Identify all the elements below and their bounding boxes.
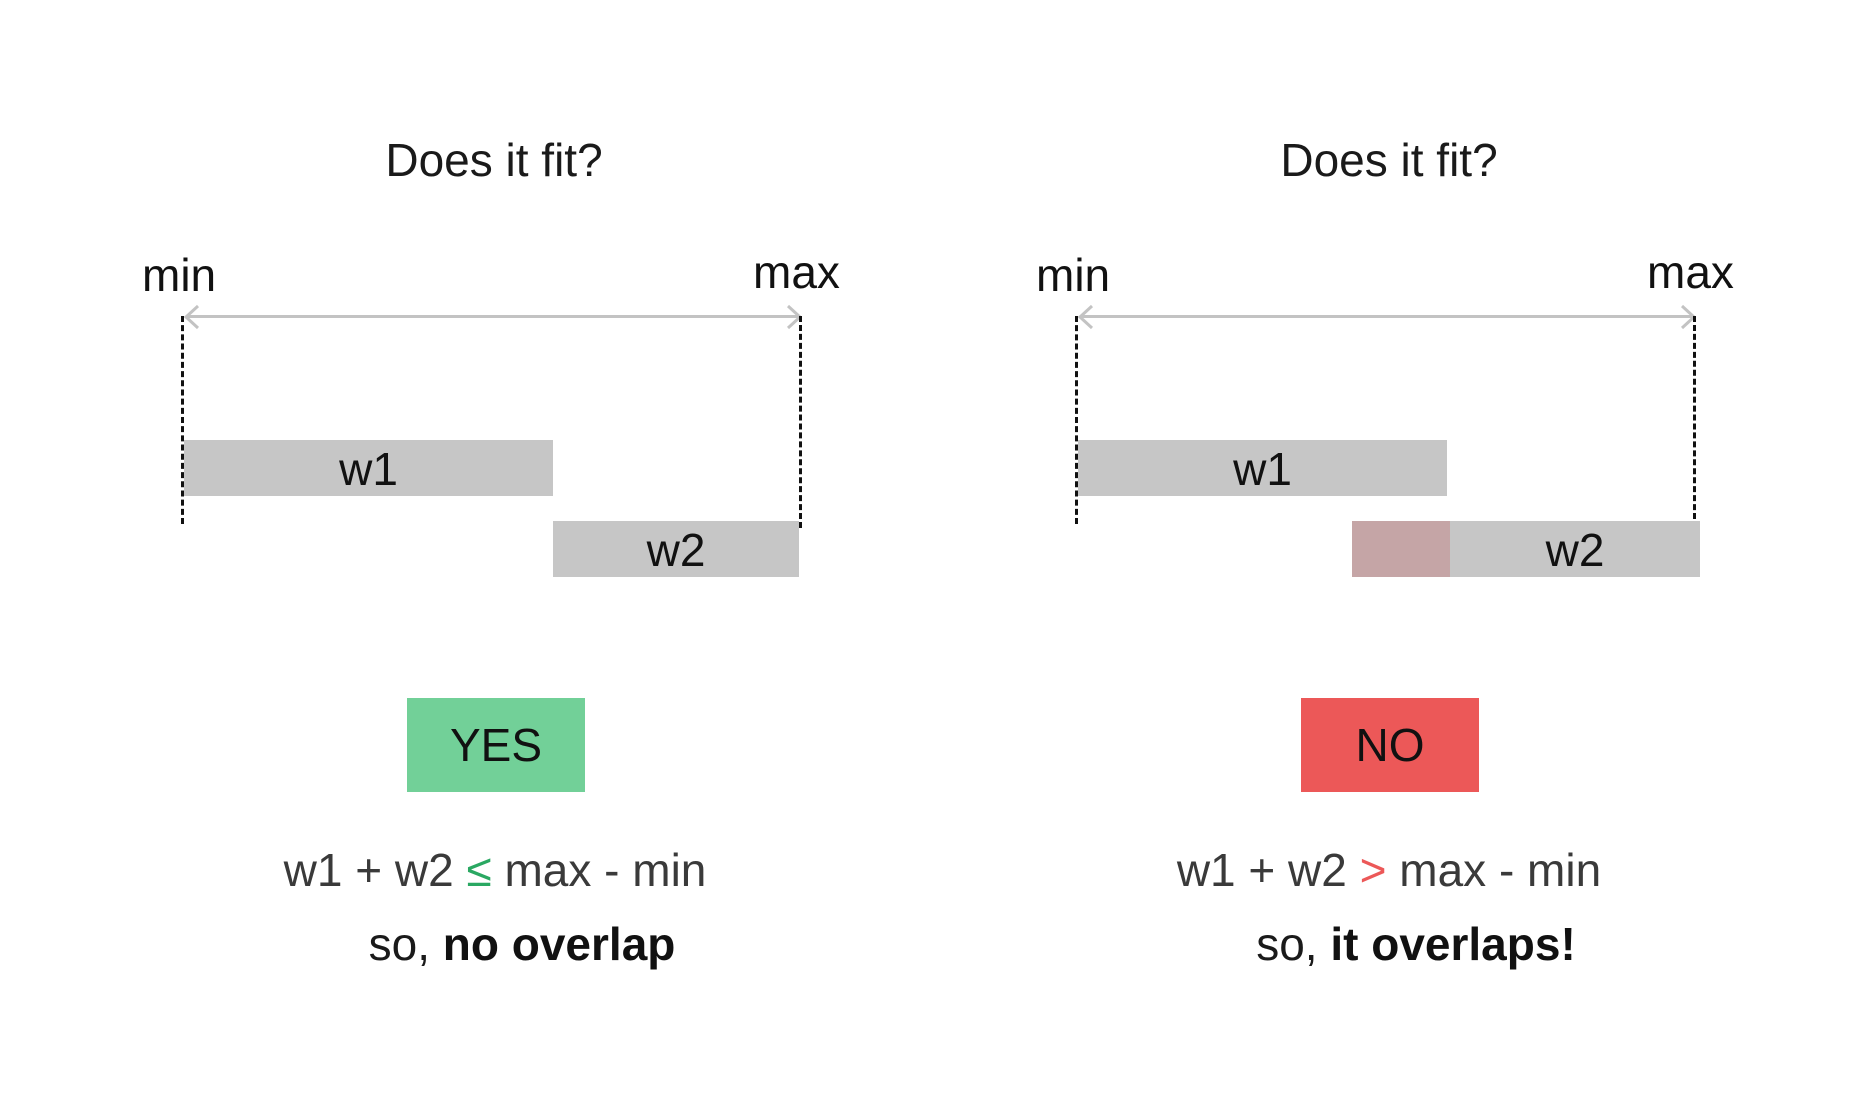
formula-rhs: max - min: [1399, 844, 1602, 896]
conclusion-text: so, no overlap: [0, 916, 1044, 972]
formula-operator-le: ≤: [466, 844, 492, 896]
max-label: max: [753, 246, 840, 298]
w1-label: w1: [339, 443, 398, 495]
overlap-region: [1352, 521, 1450, 577]
range-line: [186, 315, 800, 318]
w1-bar: w1: [1078, 440, 1447, 496]
w2-label: w2: [1545, 524, 1605, 576]
panel-title: Does it fit?: [1280, 134, 1498, 186]
max-boundary-line: [1693, 316, 1696, 528]
conclusion-prefix: so,: [1256, 918, 1318, 970]
min-label: min: [1036, 249, 1111, 301]
fit-formula: w1 + w2 ≤ max - min: [0, 842, 990, 898]
max-label: max: [1647, 246, 1734, 298]
max-boundary-line: [799, 316, 802, 528]
fit-panel-no: Does it fit? min max w1 w2 NO w1 + w2 > …: [894, 0, 1832, 1096]
formula-lhs: w1 + w2: [1176, 844, 1347, 896]
w1-label: w1: [1233, 443, 1292, 495]
w2-bar: w2: [553, 521, 799, 577]
formula-operator-gt: >: [1359, 844, 1387, 896]
range-line: [1080, 315, 1694, 318]
w2-label: w2: [646, 524, 706, 576]
panel-title: Does it fit?: [385, 134, 603, 186]
arrow-left-icon: [1077, 304, 1094, 330]
verdict-badge-no: NO: [1301, 698, 1479, 792]
min-boundary-line: [1075, 316, 1078, 524]
conclusion-text: so, it overlaps!: [894, 916, 1876, 972]
fit-formula: w1 + w2 > max - min: [894, 842, 1876, 898]
formula-rhs: max - min: [504, 844, 707, 896]
arrow-left-icon: [183, 304, 200, 330]
formula-lhs: w1 + w2: [283, 844, 454, 896]
w1-bar: w1: [184, 440, 553, 496]
conclusion-prefix: so,: [368, 918, 430, 970]
min-label: min: [142, 249, 217, 301]
w2-bar: w2: [1450, 521, 1700, 577]
min-boundary-line: [181, 316, 184, 524]
conclusion-emphasis: no overlap: [442, 918, 676, 970]
fit-panel-yes: Does it fit? min max w1 w2 YES w1 + w2 ≤…: [142, 134, 840, 970]
verdict-badge-yes: YES: [407, 698, 585, 792]
conclusion-emphasis: it overlaps!: [1330, 918, 1576, 970]
